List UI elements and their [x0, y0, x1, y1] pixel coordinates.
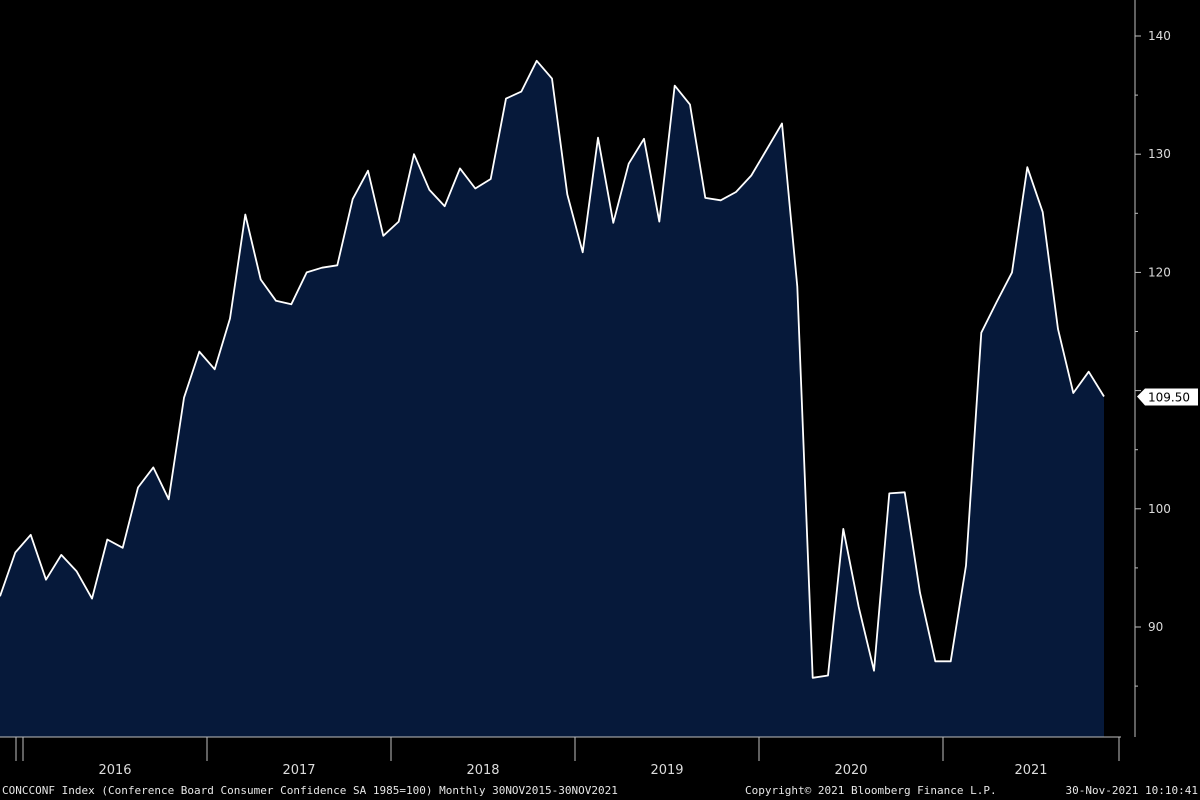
x-year-label: 2016	[98, 763, 131, 778]
footer-copyright: Copyright© 2021 Bloomberg Finance L.P.	[745, 784, 997, 797]
x-year-label: 2020	[834, 763, 867, 778]
footer-ticker: CONCCONF Index (Conference Board Consume…	[2, 784, 618, 797]
last-value-callout: 109.50	[1137, 388, 1198, 406]
last-value-box	[1137, 388, 1198, 406]
x-axis: 2016 2017 2018 2019 2020 2021	[0, 736, 1121, 778]
footer: CONCCONF Index (Conference Board Consume…	[0, 782, 1200, 800]
y-tick-label: 90	[1148, 620, 1163, 634]
x-year-label: 2018	[466, 763, 499, 778]
y-axis: 90 100 120 130 140 109.50	[1134, 0, 1198, 737]
y-tick-label: 140	[1148, 29, 1171, 43]
x-year-label: 2021	[1014, 763, 1047, 778]
last-value-label: 109.50	[1148, 391, 1190, 405]
y-tick-label: 100	[1148, 502, 1171, 516]
series-line	[0, 59, 1105, 679]
area-fill	[0, 60, 1104, 738]
area-layer	[0, 59, 1105, 738]
x-year-label: 2019	[650, 763, 683, 778]
footer-timestamp: 30-Nov-2021 10:10:41	[1065, 784, 1198, 797]
x-year-label: 2017	[282, 763, 315, 778]
y-tick-label: 120	[1148, 265, 1171, 279]
y-tick-label: 130	[1148, 147, 1171, 161]
